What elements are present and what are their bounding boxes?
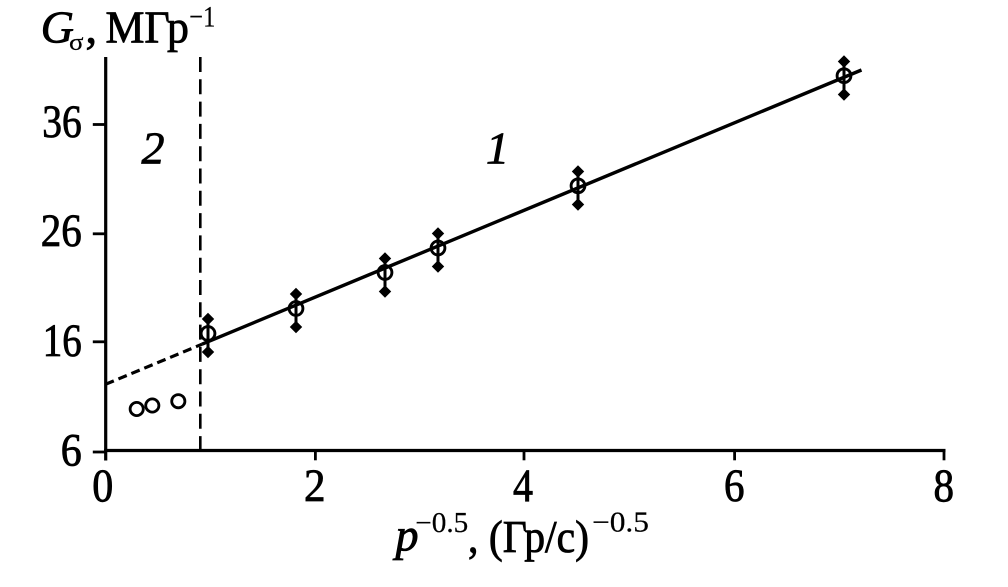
svg-text:2: 2 <box>142 123 165 174</box>
svg-text:6: 6 <box>61 424 82 476</box>
svg-text:4: 4 <box>513 460 533 512</box>
svg-text:−0.5: −0.5 <box>592 508 649 539</box>
svg-text:,: , <box>86 2 98 53</box>
svg-text:0: 0 <box>92 460 113 512</box>
svg-text:, (Гр/с): , (Гр/с) <box>468 511 589 562</box>
svg-text:−0.5: −0.5 <box>415 508 468 539</box>
svg-text:16: 16 <box>43 315 82 367</box>
svg-text:σ: σ <box>69 29 84 56</box>
svg-text:36: 36 <box>42 96 82 148</box>
svg-text:2: 2 <box>304 460 326 512</box>
svg-text:8: 8 <box>933 460 954 512</box>
svg-text:6: 6 <box>724 460 745 512</box>
svg-text:26: 26 <box>41 205 82 257</box>
svg-text:МГр: МГр <box>106 2 189 53</box>
svg-text:G: G <box>41 2 74 53</box>
svg-text:−1: −1 <box>189 0 215 33</box>
svg-text:1: 1 <box>486 123 509 174</box>
svg-text:p: p <box>393 510 419 561</box>
